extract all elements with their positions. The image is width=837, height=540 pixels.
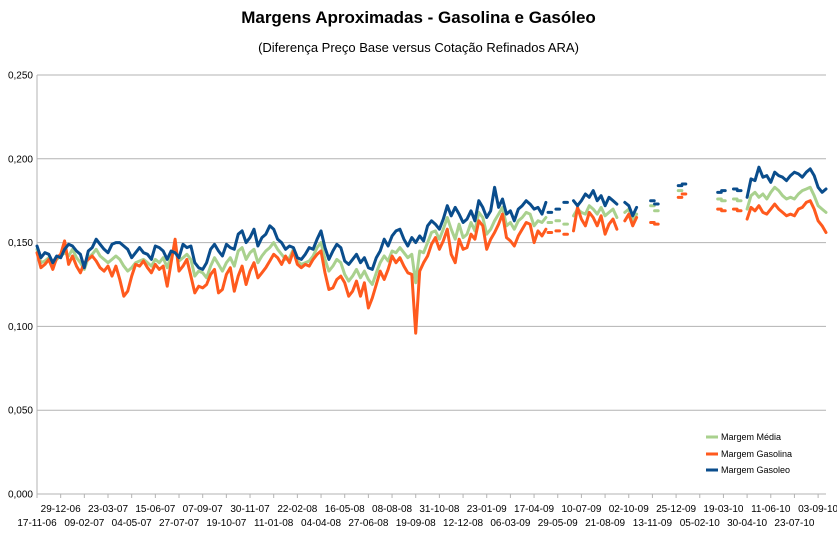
x-tick-label: 31-10-08 xyxy=(419,504,459,515)
series-line xyxy=(572,205,619,236)
grid-layer xyxy=(37,74,826,495)
x-tick-label: 19-10-07 xyxy=(206,518,246,529)
x-tick-label: 15-06-07 xyxy=(135,504,175,515)
x-tick-label: 02-10-09 xyxy=(609,504,649,515)
series-line xyxy=(745,199,828,234)
legend-label: Margem Gasoleo xyxy=(721,465,790,475)
axis-layer: 0,000 0,050 0,100 0,150 0,200 0,250 17-11-06 29… xyxy=(8,71,837,530)
x-tick-label: 23-01-09 xyxy=(467,504,507,515)
series-line xyxy=(745,165,828,199)
x-tick-label: 29-05-09 xyxy=(538,518,578,529)
x-tick-label: 05-02-10 xyxy=(680,518,720,529)
series-1 xyxy=(35,185,828,286)
x-tick-label: 12-12-08 xyxy=(443,518,483,529)
x-tick-label: 19-09-08 xyxy=(396,518,436,529)
x-tick-label: 04-05-07 xyxy=(112,518,152,529)
x-tick-label: 09-02-07 xyxy=(64,518,104,529)
chart-title: Margens Aproximadas - Gasolina e Gasóleo xyxy=(241,8,596,27)
series-line xyxy=(35,185,548,271)
x-tick-label: 03-09-10 xyxy=(798,504,837,515)
legend-label: Margem Média xyxy=(721,432,781,442)
x-tick-label: 13-11-09 xyxy=(633,518,673,529)
series-line xyxy=(623,207,639,223)
x-tick-label: 23-03-07 xyxy=(88,504,128,515)
series-line xyxy=(35,212,548,335)
x-tick-label: 23-07-10 xyxy=(774,518,814,529)
x-tick-label: 07-09-07 xyxy=(183,504,223,515)
series-line xyxy=(572,189,619,208)
series-layer xyxy=(35,165,828,335)
x-tick-label: 22-02-08 xyxy=(277,504,317,515)
x-tick-label: 10-07-09 xyxy=(561,504,601,515)
x-tick-label: 27-07-07 xyxy=(159,518,199,529)
x-tick-label: 11-06-10 xyxy=(751,504,791,515)
series-3 xyxy=(35,165,828,271)
series-2 xyxy=(35,192,828,335)
x-tick-label: 27-06-08 xyxy=(348,518,388,529)
y-tick-label: 0,200 xyxy=(8,154,33,165)
x-tick-label: 16-05-08 xyxy=(325,504,365,515)
series-line xyxy=(572,204,619,219)
x-tick-label: 11-01-08 xyxy=(254,518,294,529)
series-line xyxy=(745,185,828,214)
series-line xyxy=(623,212,639,228)
legend-label: Margem Gasolina xyxy=(721,449,792,459)
x-tick-label: 30-11-07 xyxy=(230,504,270,515)
x-tick-label: 17-11-06 xyxy=(17,518,57,529)
x-tick-label: 04-04-08 xyxy=(301,518,341,529)
legend: Margem Média Margem Gasolina Margem Gasole… xyxy=(706,432,792,475)
x-tick-label: 25-12-09 xyxy=(656,504,696,515)
y-tick-label: 0,150 xyxy=(8,238,33,249)
chart-subtitle: (Diferença Preço Base versus Cotação Ref… xyxy=(258,40,579,55)
y-tick-label: 0,250 xyxy=(8,71,33,82)
x-tick-label: 06-03-09 xyxy=(490,518,530,529)
x-tick-label: 30-04-10 xyxy=(727,518,767,529)
x-tick-label: 21-08-09 xyxy=(585,518,625,529)
x-tick-label: 29-12-06 xyxy=(41,504,81,515)
y-tick-label: 0,000 xyxy=(8,490,33,501)
series-line xyxy=(623,200,639,218)
x-tick-label: 19-03-10 xyxy=(703,504,743,515)
y-tick-label: 0,100 xyxy=(8,322,33,333)
x-tick-label: 17-04-09 xyxy=(514,504,554,515)
x-tick-label: 08-08-08 xyxy=(372,504,412,515)
y-tick-label: 0,050 xyxy=(8,406,33,417)
